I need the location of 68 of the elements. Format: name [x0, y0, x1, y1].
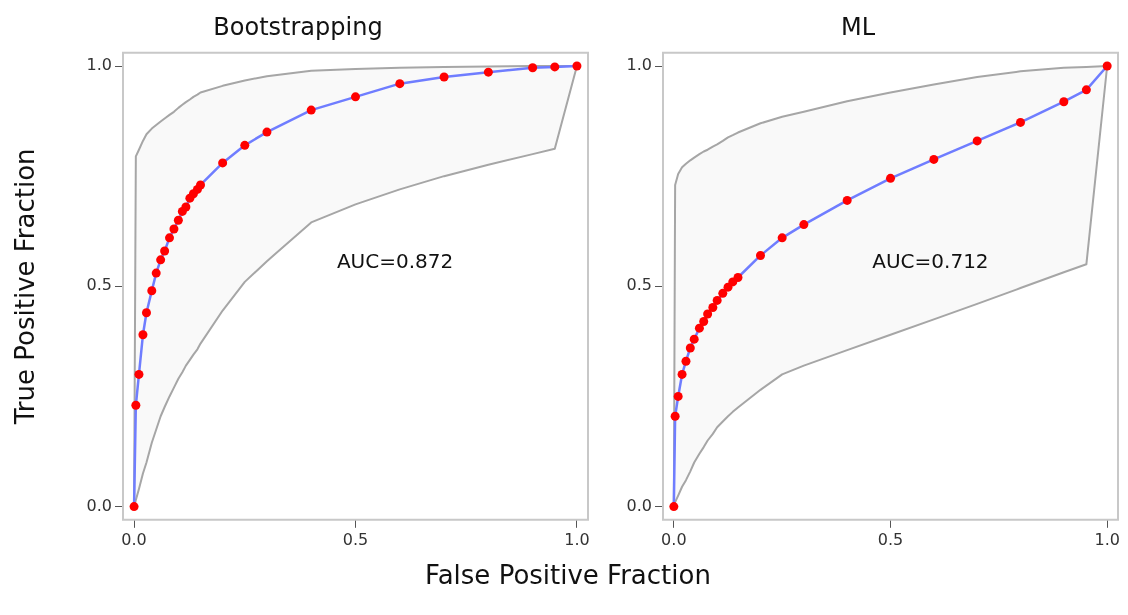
x-tick-label: 0.0	[121, 529, 147, 549]
x-tick-label: 0.5	[877, 529, 904, 549]
point	[694, 323, 704, 333]
point	[439, 72, 449, 82]
annotation: AUC=0.712	[872, 249, 989, 274]
point	[756, 250, 765, 260]
y-tick-label: 0.0	[626, 495, 652, 515]
point	[972, 136, 982, 146]
point	[165, 233, 174, 243]
point	[173, 215, 183, 225]
x-axis-title: False Positive Fraction	[424, 560, 712, 590]
point	[1081, 85, 1091, 95]
point	[141, 308, 151, 318]
point	[181, 202, 191, 212]
y-axis-title: True Positive Fraction	[10, 148, 41, 426]
point	[1016, 117, 1025, 127]
y-tick-label: 1.0	[86, 55, 112, 75]
point	[550, 62, 560, 72]
point	[1102, 61, 1112, 71]
point	[733, 272, 743, 282]
point	[395, 79, 405, 89]
point	[799, 220, 809, 230]
point	[129, 502, 139, 512]
annotation: AUC=0.872	[336, 249, 454, 274]
point	[218, 158, 228, 168]
point	[673, 391, 683, 401]
point	[681, 356, 691, 366]
point	[351, 92, 360, 102]
point	[572, 61, 582, 71]
point	[131, 400, 141, 410]
point	[689, 334, 699, 344]
point	[483, 67, 493, 77]
point	[677, 369, 687, 379]
point	[196, 180, 205, 190]
point	[708, 302, 718, 312]
y-tick-label: 0.5	[86, 275, 112, 295]
point	[169, 224, 179, 234]
point	[886, 173, 895, 183]
point	[134, 369, 144, 379]
point	[151, 268, 161, 278]
point	[156, 255, 166, 265]
point	[842, 195, 852, 205]
x-tick-label: 1.0	[1094, 529, 1120, 549]
x-tick-label: 1.0	[564, 529, 590, 549]
x-tick-label: 0.0	[661, 529, 687, 549]
point	[703, 309, 713, 319]
point	[147, 286, 157, 296]
point	[777, 233, 787, 243]
point	[685, 343, 695, 353]
point	[718, 288, 728, 298]
point	[138, 330, 148, 340]
chart-title: ML	[840, 12, 876, 41]
point	[712, 295, 722, 305]
point	[528, 63, 538, 73]
point	[670, 411, 680, 421]
y-tick-label: 1.0	[626, 55, 652, 75]
y-tick-label: 0.5	[626, 275, 652, 295]
point	[306, 105, 316, 115]
point	[669, 502, 679, 512]
x-tick-label: 0.5	[342, 529, 369, 549]
point	[160, 246, 170, 256]
point	[1059, 97, 1069, 107]
point	[240, 140, 250, 150]
chart-title: Bootstrapping	[213, 12, 383, 41]
point	[262, 127, 272, 137]
point	[699, 317, 709, 327]
point	[929, 154, 939, 164]
y-tick-label: 0.0	[86, 495, 112, 515]
